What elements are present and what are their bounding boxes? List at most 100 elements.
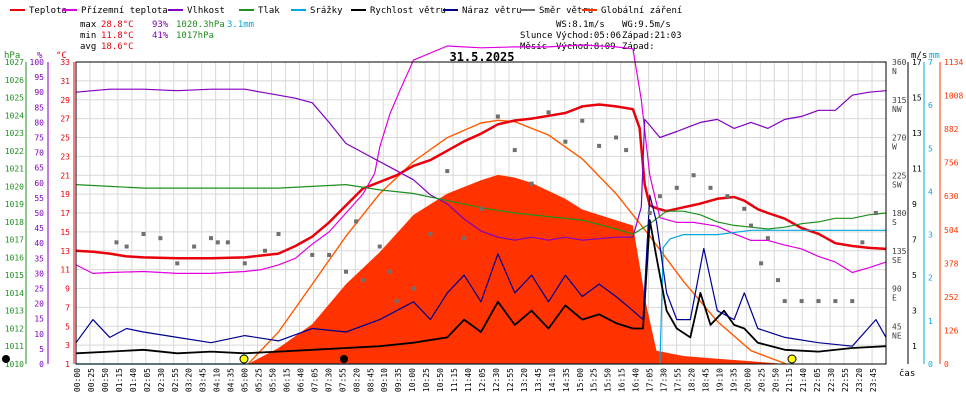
tick-hpa-7: 1017 (5, 236, 24, 245)
tick-ms-1: 3 (912, 307, 917, 316)
tick-hpa-0: 1010 (5, 360, 24, 369)
legend-label-4: Srážky (310, 6, 343, 16)
tick-x-51: 21:15 (785, 368, 794, 392)
wind-direction-point (263, 248, 267, 253)
tick-pct-14: 70 (34, 149, 44, 158)
tick-rad-5: 630 (944, 192, 959, 201)
tick-x-0: 00:00 (73, 368, 82, 392)
wind-direction-point (445, 169, 450, 174)
tick-compass-3: S (892, 218, 897, 227)
info-sun-label: Slunce (520, 31, 553, 41)
tick-hpa-4: 1014 (5, 289, 24, 298)
tick-degc-16: 33 (60, 58, 70, 67)
series-line-0 (75, 103, 887, 260)
tick-x-47: 19:35 (729, 368, 738, 392)
tick-degc-1: 3 (65, 341, 70, 350)
tick-degc-11: 23 (60, 152, 70, 161)
wind-direction-point (387, 269, 392, 274)
legend-label-3: Tlak (258, 6, 280, 16)
legend-label-6: Náraz větru (462, 6, 522, 16)
tick-ms-8: 17 (912, 58, 922, 67)
wind-direction-point (242, 261, 247, 266)
tick-x-52: 21:40 (799, 368, 808, 392)
tick-x-30: 12:30 (492, 368, 501, 392)
tick-x-14: 05:50 (269, 368, 278, 392)
tick-pct-5: 25 (34, 285, 44, 294)
tick-x-28: 11:40 (464, 368, 473, 392)
wind-direction-point (310, 252, 315, 257)
tick-mm-7: 7 (928, 58, 933, 67)
tick-hpa-17: 1027 (5, 58, 24, 67)
tick-hpa-5: 1015 (5, 271, 24, 280)
wind-direction-point (742, 206, 747, 211)
info-sun-set: Západ:21:03 (622, 31, 682, 41)
tick-hpa-13: 1023 (5, 129, 24, 138)
tick-dir-2: 135 (892, 247, 907, 256)
wind-direction-point (360, 278, 365, 283)
wind-direction-point (624, 148, 629, 153)
series-line-1 (75, 44, 887, 274)
sunset-marker (787, 354, 797, 364)
wind-direction-point (674, 185, 679, 190)
tick-x-38: 15:50 (604, 368, 613, 392)
wind-direction-point (529, 181, 534, 186)
wind-direction-point (563, 139, 568, 144)
tick-x-41: 17:05 (646, 368, 655, 392)
tick-mm-5: 5 (928, 144, 933, 153)
tick-pct-9: 45 (34, 224, 44, 233)
wind-direction-point (192, 244, 197, 249)
wind-direction-point (225, 240, 230, 245)
tick-x-56: 23:20 (855, 368, 864, 392)
wind-direction-point (833, 299, 838, 304)
wind-direction-point (462, 236, 467, 241)
wind-direction-point (691, 173, 696, 178)
tick-mm-6: 6 (928, 101, 933, 110)
wind-direction-point (765, 236, 770, 241)
tick-degc-9: 19 (60, 190, 70, 199)
wind-direction-point (479, 206, 483, 211)
tick-pct-6: 30 (34, 269, 44, 278)
wind-direction-point (512, 148, 517, 153)
tick-dir-3: 180 (892, 209, 907, 218)
tick-pct-10: 50 (34, 209, 44, 218)
tick-mm-0: 0 (928, 360, 933, 369)
wind-direction-point (114, 240, 119, 245)
tick-x-57: 23:45 (869, 368, 878, 392)
tick-rad-0: 0 (944, 360, 949, 369)
tick-degc-13: 27 (60, 115, 70, 124)
tick-x-39: 16:15 (618, 368, 627, 392)
tick-degc-8: 17 (60, 209, 70, 218)
tick-x-19: 07:55 (338, 368, 347, 392)
stats-min-label: min (80, 31, 96, 41)
tick-x-44: 18:20 (687, 368, 696, 392)
tick-degc-4: 9 (65, 285, 70, 294)
tick-rad-3: 378 (944, 259, 959, 268)
tick-pct-8: 40 (34, 239, 44, 248)
wind-direction-point (799, 299, 804, 304)
tick-hpa-10: 1020 (5, 182, 24, 191)
tick-ms-2: 5 (912, 271, 917, 280)
wind-direction-point (215, 240, 220, 245)
legend: Teplota Přízemní teplota Vlhkost Tlak Srážky… (10, 6, 682, 16)
tick-mm-1: 1 (928, 317, 933, 326)
wind-direction-point (377, 244, 382, 249)
tick-x-2: 00:50 (101, 368, 110, 392)
wind-direction-point (725, 194, 730, 199)
info-sun-rise: Východ:05:06 (556, 31, 621, 41)
tick-x-27: 11:15 (450, 368, 459, 392)
tick-mm-4: 4 (928, 187, 933, 196)
tick-rad-9: 1134 (944, 58, 963, 67)
tick-compass-0: NE (892, 331, 902, 340)
info-moon-rise: Východ:8:09 (556, 42, 616, 52)
tick-pct-15: 75 (34, 134, 44, 143)
unit-ms: m/s (911, 51, 927, 61)
sunrise-marker (239, 354, 249, 364)
tick-compass-7: N (892, 67, 897, 76)
wind-direction-point (759, 261, 764, 266)
tick-rad-6: 756 (944, 159, 959, 168)
tick-pct-7: 35 (34, 254, 44, 263)
series-line-8 (247, 119, 787, 365)
tick-compass-4: SW (892, 180, 902, 189)
tick-pct-2: 10 (34, 330, 44, 339)
tick-x-50: 20:50 (771, 368, 780, 392)
